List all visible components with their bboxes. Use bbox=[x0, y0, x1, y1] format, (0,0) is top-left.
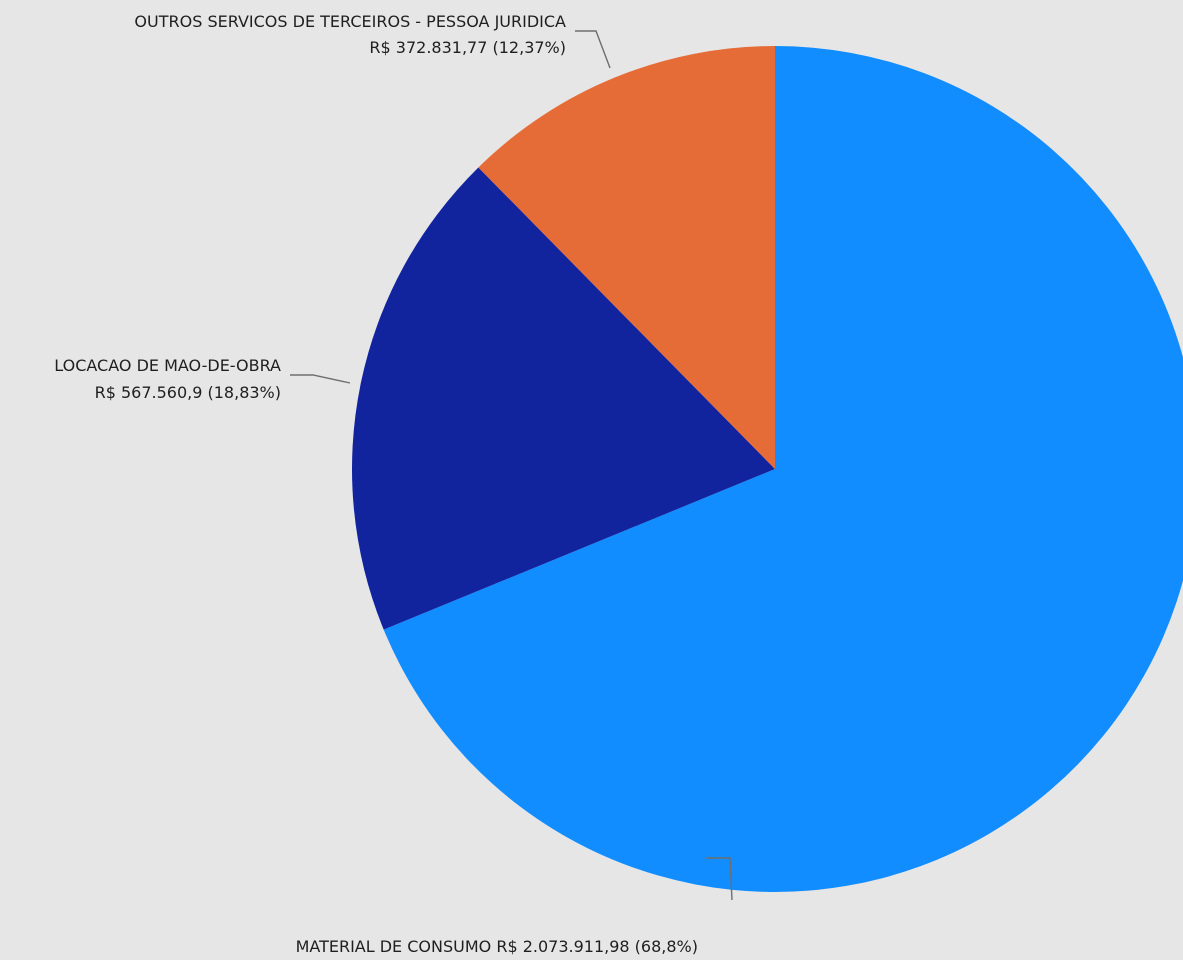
leader-line-outros-servicos bbox=[575, 30, 611, 69]
leader-line-locacao-de-mao-de-obra bbox=[290, 374, 351, 384]
data-label-material-de-consumo: MATERIAL DE CONSUMO R$ 2.073.911,98 (68,… bbox=[296, 937, 698, 956]
label-leader-lines bbox=[290, 30, 733, 901]
pie-slice-locacao-de-mao-de-obra[interactable] bbox=[352, 167, 775, 630]
data-labels: OUTROS SERVICOS DE TERCEIROS - PESSOA JU… bbox=[54, 12, 698, 956]
pie-slice-outros-servicos-de-terceiros-pessoa-juridica[interactable] bbox=[478, 46, 775, 469]
data-label-outros-servicos-name: OUTROS SERVICOS DE TERCEIROS - PESSOA JU… bbox=[134, 12, 566, 31]
leader-line-material-de-consumo bbox=[706, 857, 733, 901]
data-label-outros-servicos-value: R$ 372.831,77 (12,37%) bbox=[369, 38, 566, 57]
data-label-locacao-name: LOCACAO DE MAO-DE-OBRA bbox=[54, 356, 281, 375]
data-label-locacao-value: R$ 567.560,9 (18,83%) bbox=[95, 383, 281, 402]
pie-slices bbox=[352, 46, 1183, 892]
pie-slice-material-de-consumo[interactable] bbox=[383, 46, 1183, 892]
